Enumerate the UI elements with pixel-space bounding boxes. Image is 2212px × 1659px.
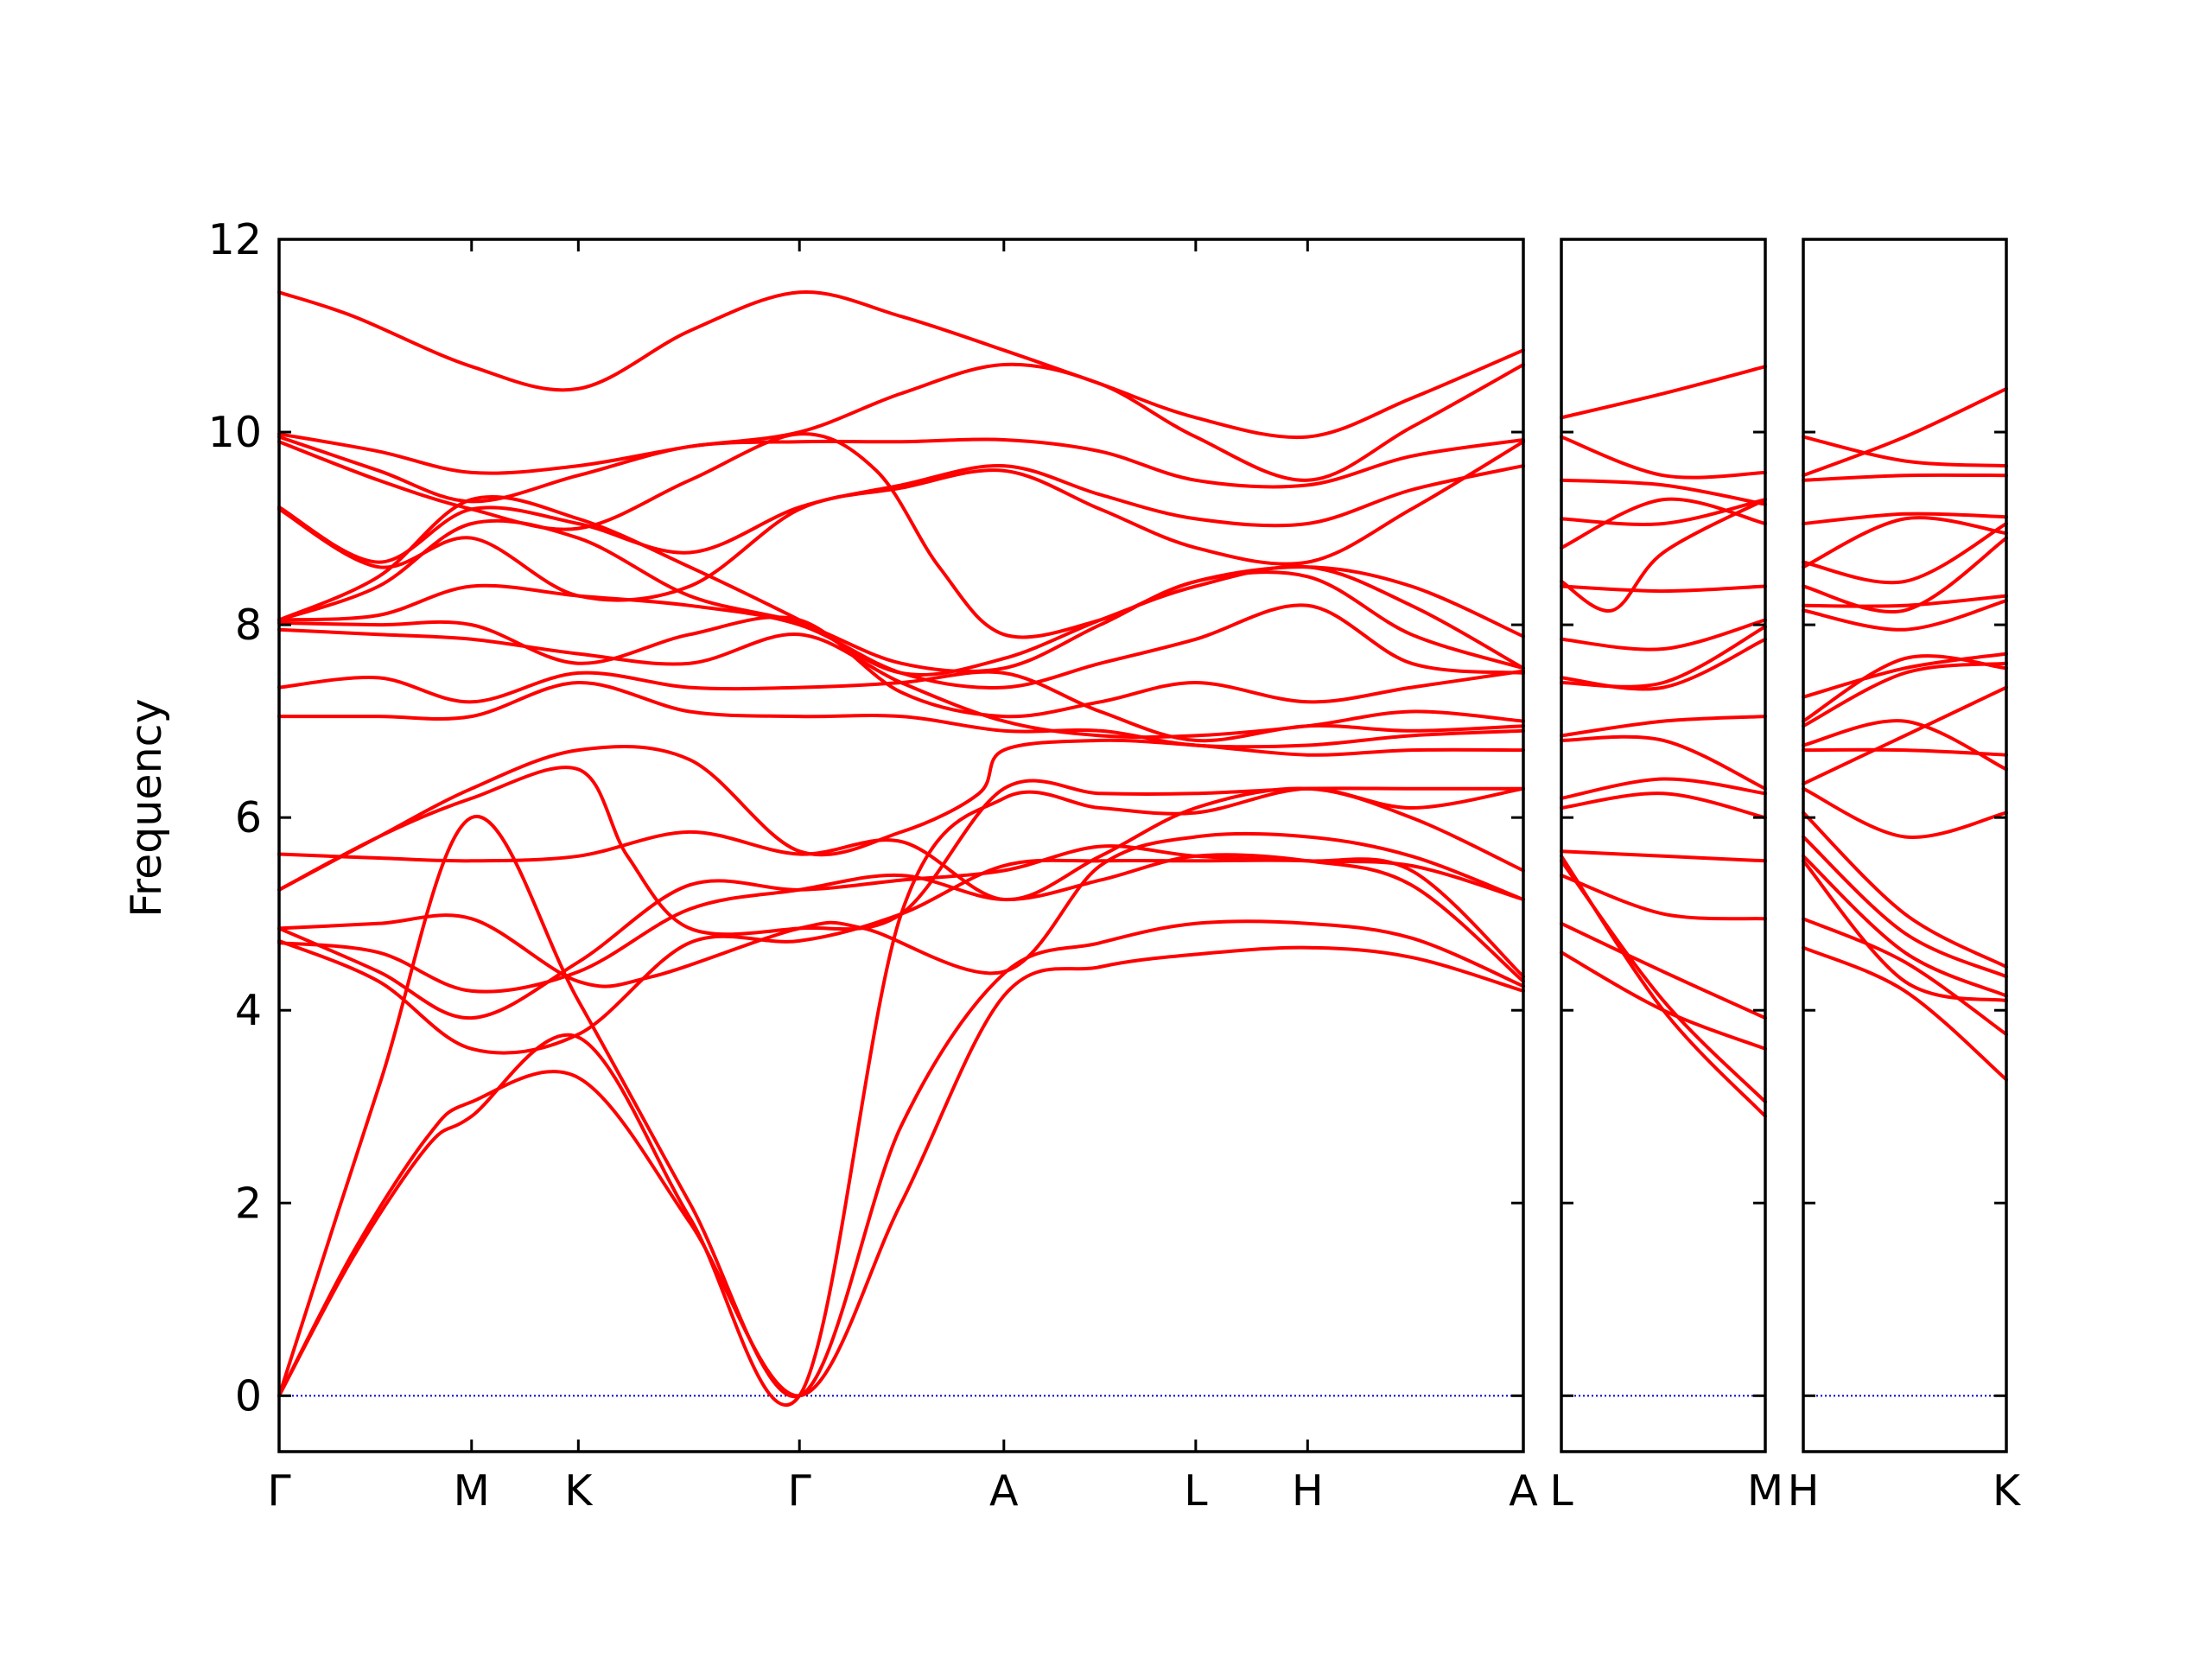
band-line-6: [277, 440, 1525, 602]
band-line-5: [277, 463, 1525, 564]
y-tick-label: 10: [208, 408, 262, 457]
band-line-1: [1802, 386, 2008, 478]
band-line-3: [1802, 473, 2008, 482]
band-line-3: [277, 435, 1525, 504]
band-line-14: [1560, 791, 1767, 820]
x-tick-label: Γ: [267, 1466, 291, 1516]
band-line-20: [1802, 859, 2008, 1003]
band-line-4: [1802, 512, 2008, 525]
band-line-7: [1802, 536, 2008, 613]
band-line-2: [1802, 435, 2008, 468]
band-line-14: [277, 738, 1525, 892]
band-line-18: [277, 844, 1525, 1020]
band-line-1: [277, 290, 1525, 440]
band-line-13: [1560, 777, 1767, 800]
band-line-4: [277, 432, 1525, 639]
band-line-20: [277, 853, 1525, 994]
band-line-12: [1560, 734, 1767, 791]
band-line-19: [1802, 854, 2008, 998]
band-line-8: [1560, 618, 1767, 652]
band-line-3: [1560, 478, 1767, 506]
band-line-6: [1560, 498, 1767, 613]
band-line-23: [277, 786, 1525, 1407]
x-tick-label: H: [1788, 1466, 1820, 1516]
band-line-13: [277, 680, 1525, 749]
band-line-21: [1802, 917, 2008, 1037]
band-line-17: [1802, 810, 2008, 969]
band-line-7: [1560, 584, 1767, 594]
x-tick-label: M: [1747, 1466, 1783, 1516]
band-line-20: [1560, 854, 1767, 1118]
panel-frame: [1802, 238, 2008, 1453]
band-line-22: [277, 945, 1525, 1398]
band-line-9: [1560, 637, 1767, 691]
band-line-2: [277, 362, 1525, 482]
y-tick-label: 8: [235, 601, 262, 650]
band-line-16: [1560, 874, 1767, 921]
band-line-6: [1802, 516, 2008, 569]
band-line-19: [277, 857, 1525, 1055]
band-line-17: [1560, 921, 1767, 1020]
band-line-5: [1560, 497, 1767, 550]
band-line-8: [277, 518, 1525, 674]
band-line-10: [277, 615, 1525, 719]
y-tick-label: 0: [235, 1371, 262, 1421]
x-tick-label: L: [1184, 1466, 1208, 1516]
band-line-15: [1802, 685, 2008, 786]
band-line-2: [1560, 435, 1767, 480]
band-line-12: [277, 670, 1525, 743]
band-line-11: [1560, 715, 1767, 738]
x-tick-label: A: [989, 1466, 1019, 1516]
band-line-8: [1802, 594, 2008, 608]
panel-frame: [1560, 238, 1767, 1453]
x-tick-label: M: [454, 1466, 490, 1516]
band-line-10: [1802, 652, 2008, 699]
band-line-22: [1802, 945, 2008, 1082]
y-tick-label: 12: [208, 215, 262, 264]
x-tick-label: K: [564, 1466, 594, 1516]
x-tick-label: H: [1292, 1466, 1324, 1516]
band-line-16: [277, 786, 1525, 902]
panel-frame: [277, 238, 1525, 1453]
band-line-17: [277, 831, 1525, 988]
y-axis-label: Frequency: [122, 698, 171, 917]
band-line-9: [277, 583, 1525, 690]
x-tick-label: Γ: [788, 1466, 812, 1516]
x-tick-label: K: [1993, 1466, 2022, 1516]
band-line-10: [1560, 625, 1767, 689]
band-line-13: [1802, 719, 2008, 772]
y-tick-label: 4: [235, 986, 262, 1035]
x-tick-label: A: [1509, 1466, 1538, 1516]
band-line-15: [1560, 849, 1767, 863]
band-line-12: [1802, 661, 2008, 728]
x-tick-label: L: [1549, 1466, 1573, 1516]
band-line-9: [1802, 599, 2008, 632]
band-line-21: [277, 814, 1525, 1399]
band-line-19: [1560, 859, 1767, 1104]
band-line-4: [1560, 498, 1767, 526]
y-tick-label: 6: [235, 793, 262, 842]
y-tick-label: 2: [235, 1179, 262, 1228]
band-line-14: [1802, 747, 2008, 757]
band-line-1: [1560, 365, 1767, 420]
band-line-18: [1802, 835, 2008, 979]
band-line-5: [1802, 522, 2008, 585]
band-line-16: [1802, 786, 2008, 840]
